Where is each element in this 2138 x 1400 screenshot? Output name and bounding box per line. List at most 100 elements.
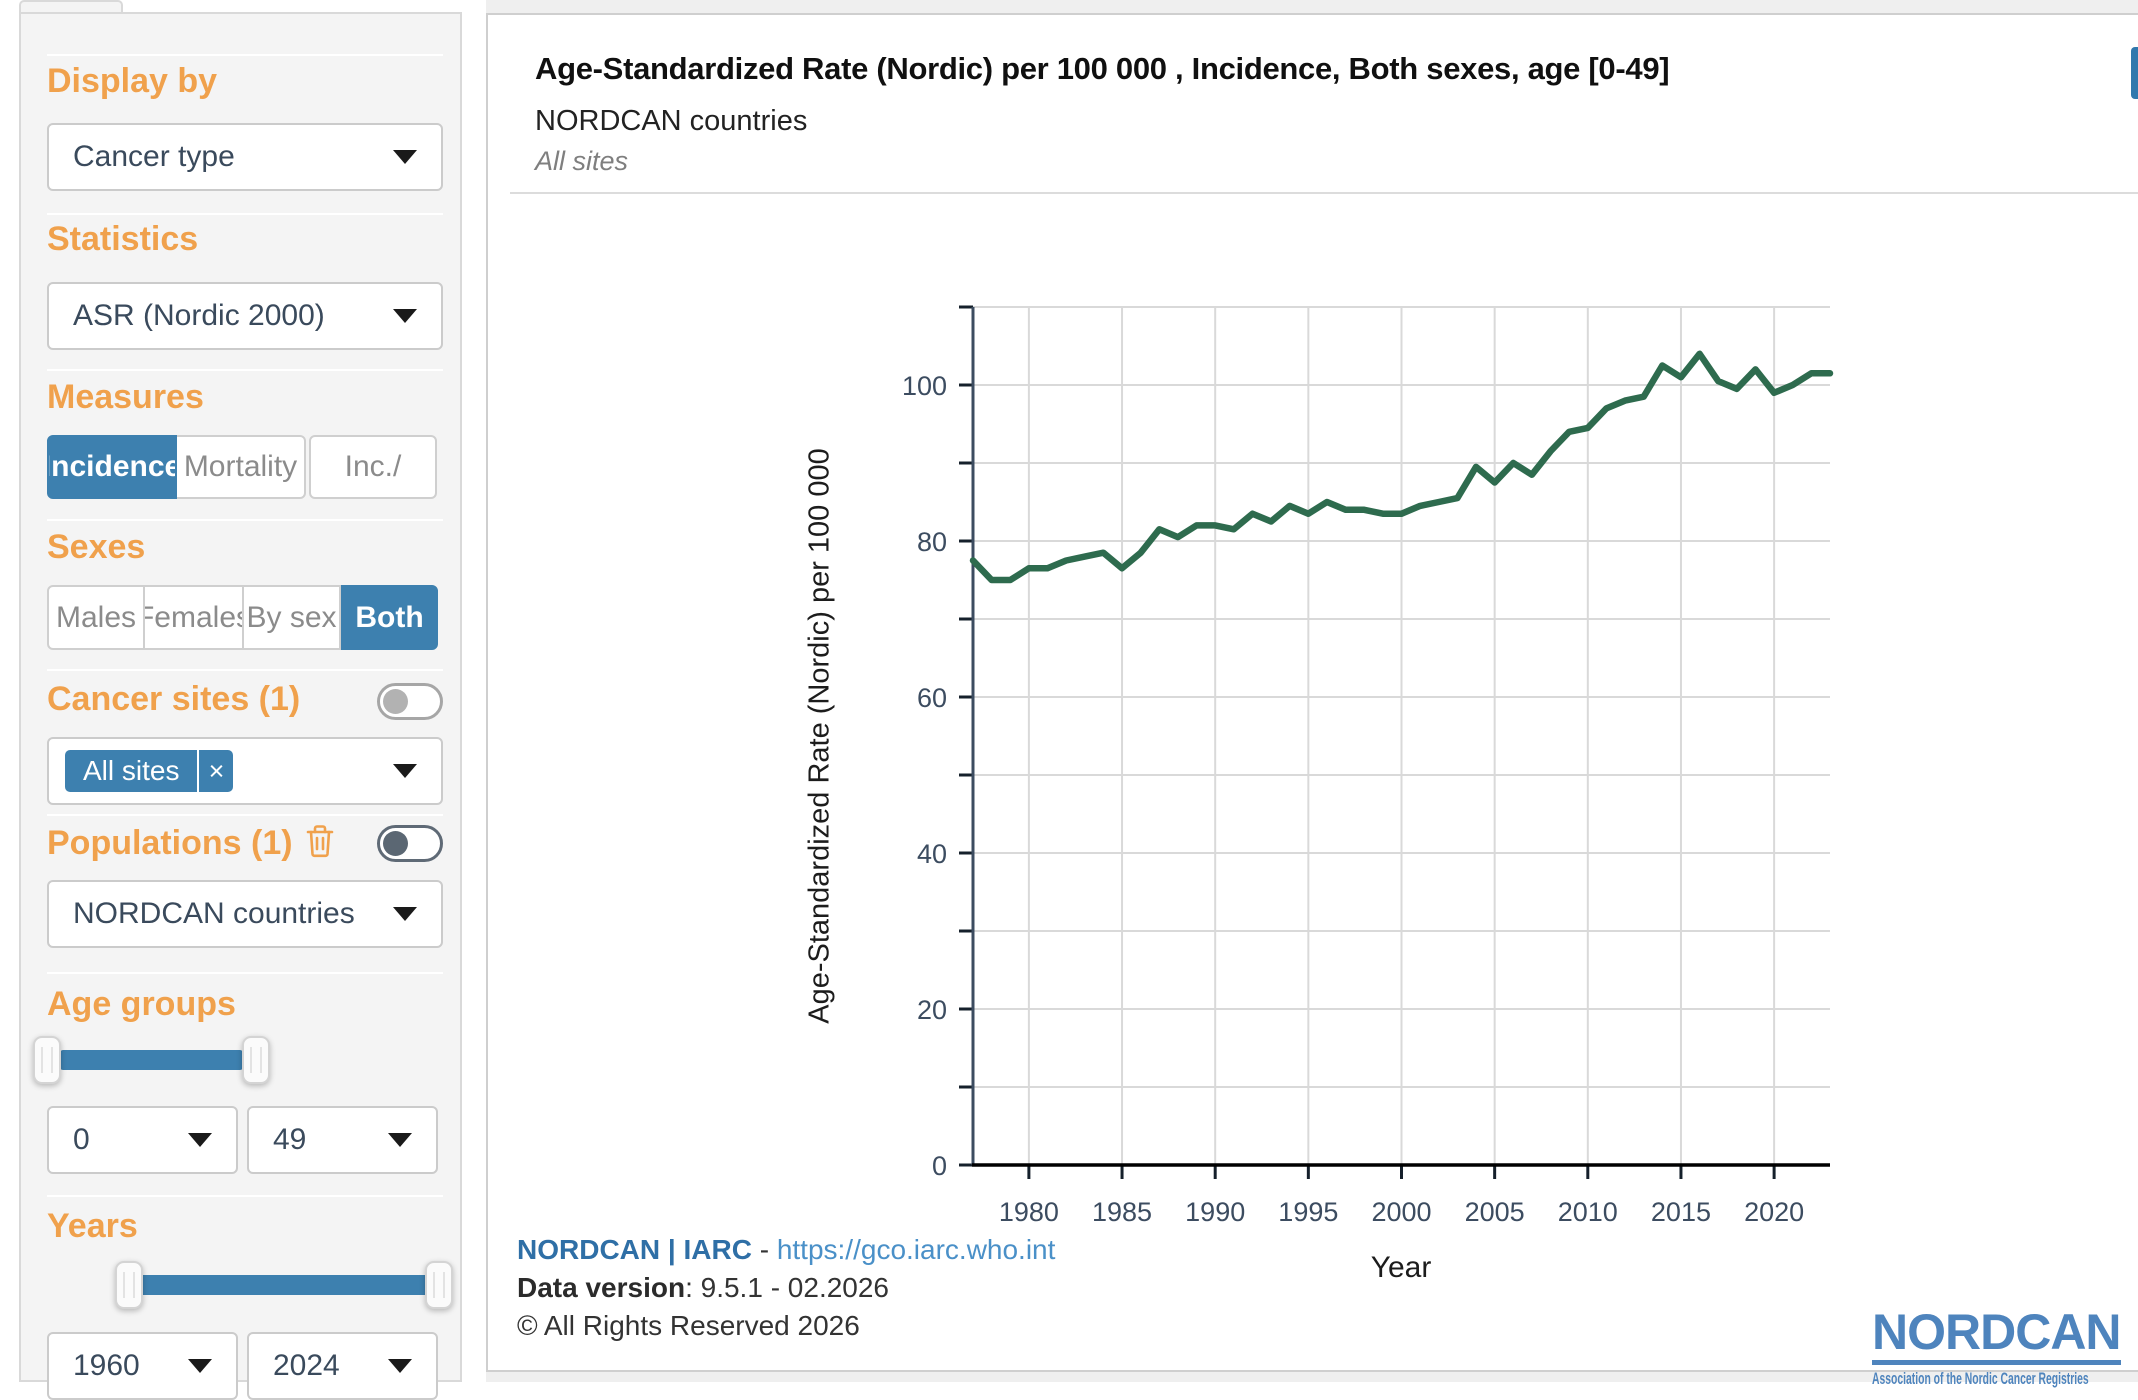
footer-link[interactable]: https://gco.iarc.who.int	[776, 1234, 1056, 1265]
years-range-track[interactable]	[129, 1275, 439, 1295]
divider	[47, 519, 443, 521]
age-range-track[interactable]	[60, 1050, 243, 1070]
chevron-down-icon	[188, 1133, 212, 1147]
y-tick-label: 60	[917, 683, 947, 713]
cancer-site-chip: All sites	[65, 750, 198, 792]
x-tick-label: 2015	[1651, 1197, 1711, 1227]
y-tick-label: 20	[917, 995, 947, 1025]
x-tick-label: 1995	[1278, 1197, 1338, 1227]
divider	[47, 213, 443, 215]
x-tick-label: 1990	[1185, 1197, 1245, 1227]
measure-inc-mort-button[interactable]: Inc./	[309, 435, 437, 499]
trash-icon[interactable]	[305, 824, 335, 866]
sex-males-button[interactable]: Males	[47, 585, 145, 650]
year-from-select[interactable]: 1960	[47, 1332, 238, 1400]
top-strip	[486, 0, 2138, 13]
years-range-max-handle[interactable]	[425, 1261, 453, 1309]
divider	[47, 369, 443, 371]
divider	[47, 1195, 443, 1197]
nordcan-logo-name: NORDCAN	[1872, 1307, 2122, 1365]
populations-heading: Populations (1)	[47, 824, 335, 866]
year-to-select[interactable]: 2024	[247, 1332, 438, 1400]
divider	[47, 814, 443, 816]
x-tick-label: 2020	[1744, 1197, 1804, 1227]
cancer-sites-heading: Cancer sites (1)	[47, 680, 301, 718]
y-axis-title: Age-Standardized Rate (Nordic) per 100 0…	[803, 448, 836, 1024]
x-axis-title: Year	[1370, 1251, 1432, 1284]
footer-data-version: Data version: 9.5.1 - 02.2026	[517, 1269, 1055, 1307]
sex-bysex-button[interactable]: By sex	[244, 585, 341, 650]
x-tick-label: 2010	[1558, 1197, 1618, 1227]
age-from-value: 0	[73, 1123, 90, 1156]
populations-heading-label: Populations (1)	[47, 824, 293, 862]
data-version-label: Data version	[517, 1272, 686, 1303]
bottom-strip	[486, 1372, 2138, 1382]
populations-select[interactable]: NORDCAN countries	[47, 880, 443, 948]
chart-footer: NORDCAN | IARC - https://gco.iarc.who.in…	[517, 1231, 1055, 1345]
year-from-value: 1960	[73, 1349, 140, 1382]
divider	[47, 54, 443, 56]
statistics-select[interactable]: ASR (Nordic 2000)	[47, 282, 443, 350]
chevron-down-icon	[393, 764, 417, 778]
statistics-heading: Statistics	[47, 220, 199, 258]
x-tick-label: 2005	[1465, 1197, 1525, 1227]
y-tick-label: 80	[917, 527, 947, 557]
sex-females-button[interactable]: Females	[145, 585, 244, 650]
display-by-value: Cancer type	[73, 140, 235, 173]
years-heading: Years	[47, 1207, 138, 1245]
toggle-knob	[383, 831, 408, 856]
chip-remove-button[interactable]: ×	[199, 750, 234, 792]
chevron-down-icon	[388, 1133, 412, 1147]
age-to-value: 49	[273, 1123, 307, 1156]
measure-incidence-button[interactable]: Incidence	[47, 435, 177, 499]
age-range-max-handle[interactable]	[242, 1036, 270, 1084]
chevron-down-icon	[188, 1359, 212, 1373]
populations-value: NORDCAN countries	[73, 897, 355, 930]
sex-both-button[interactable]: Both	[341, 585, 438, 650]
chart-panel: Age-Standardized Rate (Nordic) per 100 0…	[486, 13, 2138, 1388]
years-range-min-handle[interactable]	[115, 1261, 143, 1309]
age-from-select[interactable]: 0	[47, 1106, 238, 1174]
footer-brand[interactable]: NORDCAN | IARC	[517, 1234, 752, 1265]
footer-separator: -	[751, 1234, 777, 1265]
x-tick-label: 1980	[999, 1197, 1059, 1227]
nordcan-logo: NORDCAN Association of the Nordic Cancer…	[1872, 1307, 2138, 1389]
y-tick-label: 0	[932, 1151, 947, 1181]
cancer-sites-select[interactable]: All sites ×	[47, 737, 443, 805]
chevron-down-icon	[393, 907, 417, 921]
year-to-value: 2024	[273, 1349, 340, 1382]
sexes-heading: Sexes	[47, 528, 146, 566]
display-by-heading: Display by	[47, 62, 218, 100]
series-line	[969, 350, 1834, 584]
age-to-select[interactable]: 49	[247, 1106, 438, 1174]
chevron-down-icon	[393, 150, 417, 164]
chart-context-menu-button[interactable]	[2131, 47, 2138, 99]
chart-plot: 0 20 40 60 80 100 1980 1985 1990 1995 2000 2005 2010…	[902, 305, 1834, 1227]
age-range-min-handle[interactable]	[33, 1036, 61, 1084]
chart-title: Age-Standardized Rate (Nordic) per 100 0…	[535, 51, 1670, 86]
divider	[47, 972, 443, 974]
chevron-down-icon	[388, 1359, 412, 1373]
statistics-value: ASR (Nordic 2000)	[73, 299, 325, 332]
footer-credit-line: NORDCAN | IARC - https://gco.iarc.who.in…	[517, 1231, 1055, 1269]
chevron-down-icon	[393, 309, 417, 323]
footer-copyright: © All Rights Reserved 2026	[517, 1310, 860, 1341]
chart-site-label: All sites	[535, 146, 629, 176]
populations-toggle[interactable]	[377, 825, 443, 862]
measures-heading: Measures	[47, 378, 204, 416]
nordcan-logo-tagline: Association of the Nordic Cancer Registr…	[1872, 1369, 2089, 1388]
divider	[47, 669, 443, 671]
y-tick-label: 100	[902, 371, 947, 401]
sexes-button-group: Males Females By sex Both	[47, 585, 438, 650]
x-tick-label: 2000	[1371, 1197, 1431, 1227]
measure-mortality-button[interactable]: Mortality	[177, 435, 306, 499]
filters-sidebar: Display by Cancer type Statistics ASR (N…	[19, 12, 462, 1400]
x-tick-label: 1985	[1092, 1197, 1152, 1227]
age-groups-heading: Age groups	[47, 985, 236, 1023]
display-by-select[interactable]: Cancer type	[47, 123, 443, 191]
measures-button-group: Incidence Mortality Inc./	[47, 435, 437, 499]
chart-subtitle: NORDCAN countries	[535, 105, 808, 137]
cancer-sites-toggle[interactable]	[377, 683, 443, 720]
divider	[510, 192, 2138, 194]
y-tick-label: 40	[917, 839, 947, 869]
